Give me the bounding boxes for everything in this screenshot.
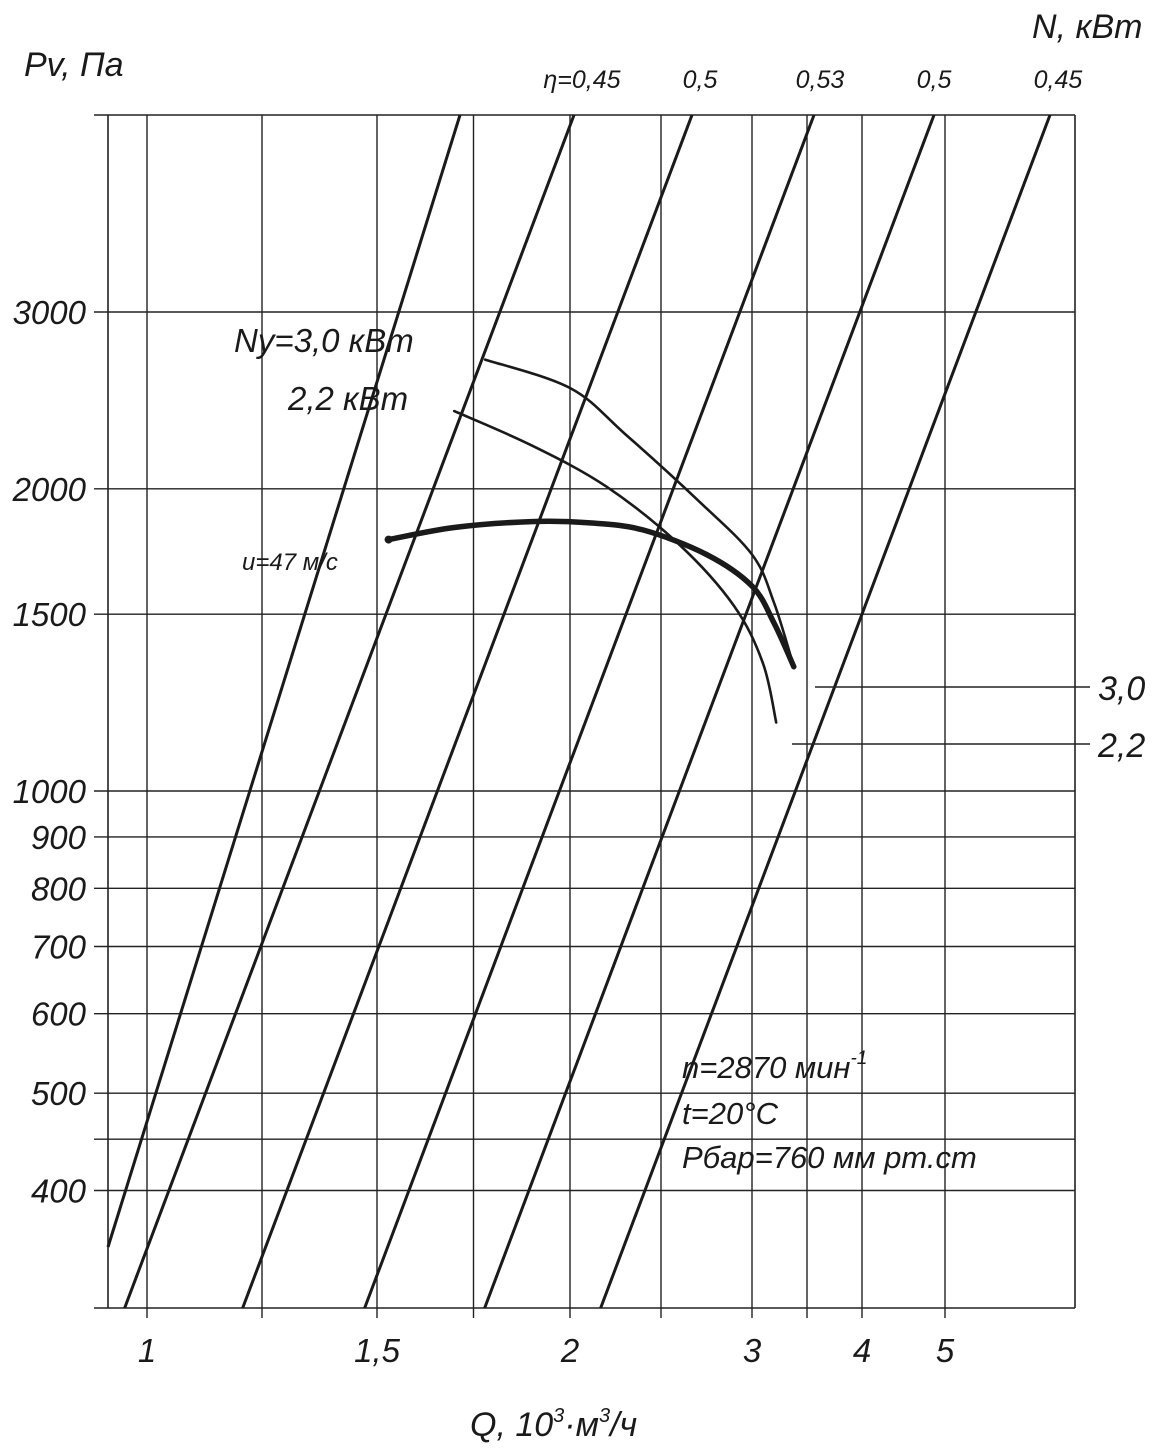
curve-label-main: u=47 м/с: [242, 549, 338, 576]
horizontal-gridlines: [94, 311, 1075, 1192]
power-label: 2,2: [1097, 727, 1145, 765]
x-axis-title-end: /ч: [608, 1406, 637, 1444]
y-tick-labels: 3000 2000 1500 1000 900 800 700 600 500 400: [12, 294, 87, 1210]
x-axis-title-main: Q, 10: [470, 1406, 553, 1444]
x-tick-label: 2: [560, 1332, 579, 1369]
performance-curves: [384, 358, 797, 724]
y-tick-label: 2000: [12, 471, 87, 508]
x-axis-title: Q, 103·м3/ч: [470, 1405, 637, 1444]
x-axis-title-exp2: 3: [599, 1405, 610, 1427]
curve-line: [452, 409, 778, 724]
y-tick-label: 900: [31, 819, 87, 856]
efficiency-line: [106, 114, 462, 1248]
efficiency-line: [123, 114, 576, 1309]
x-tick-label: 1: [138, 1332, 156, 1369]
note-speed-main: n=2870 мин: [682, 1050, 850, 1085]
y-tick-label: 1000: [13, 773, 87, 810]
efficiency-labels: η=0,45 0,5 0,53 0,5 0,45: [543, 66, 1082, 94]
note-pressure: Pбар=760 мм рт.ст: [682, 1140, 977, 1175]
note-temperature: t=20°C: [682, 1096, 779, 1131]
power-axis-title: N, кВт: [1032, 8, 1143, 46]
curve-line: [385, 518, 797, 670]
curve-label-power-22: 2,2 кВт: [287, 380, 408, 417]
efficiency-line: [599, 114, 1052, 1309]
x-axis-title-mid: ·м: [564, 1406, 599, 1444]
x-axis-title-exp1: 3: [553, 1405, 564, 1427]
plot-frame: [94, 114, 1076, 1309]
efficiency-line: [363, 114, 816, 1309]
power-reference-lines: [792, 686, 1090, 745]
curve-line: [483, 358, 796, 668]
efficiency-label: η=0,45: [543, 66, 620, 94]
y-tick-label: 500: [31, 1075, 87, 1112]
x-tick-label: 3: [743, 1332, 762, 1369]
curve-label-power-30: Ny=3,0 кВт: [234, 322, 414, 359]
efficiency-label: 0,5: [683, 66, 718, 94]
vertical-gridlines: [146, 115, 946, 1318]
y-tick-label: 600: [31, 996, 87, 1033]
power-label: 3,0: [1098, 670, 1145, 708]
efficiency-label: 0,45: [1034, 66, 1083, 94]
efficiency-label: 0,53: [796, 66, 845, 94]
x-tick-label: 4: [853, 1332, 871, 1369]
x-tick-label: 5: [936, 1332, 955, 1369]
efficiency-line: [241, 114, 694, 1309]
note-speed: n=2870 мин-1: [682, 1048, 867, 1085]
efficiency-label: 0,5: [917, 66, 952, 94]
y-tick-label: 400: [31, 1173, 87, 1210]
power-labels: 3,0 2,2: [1097, 670, 1145, 765]
curve-start-point: [384, 535, 393, 544]
y-tick-label: 800: [31, 870, 87, 907]
y-tick-label: 3000: [13, 294, 87, 331]
x-tick-labels: 1 1,5 2 3 4 5: [138, 1332, 955, 1369]
x-tick-label: 1,5: [354, 1332, 401, 1369]
y-tick-label: 1500: [13, 596, 87, 633]
note-speed-exp: -1: [850, 1048, 867, 1069]
y-tick-label: 700: [31, 929, 87, 966]
y-axis-title: Pv, Па: [24, 46, 124, 84]
efficiency-line: [483, 114, 936, 1309]
efficiency-lines: [106, 114, 1052, 1309]
